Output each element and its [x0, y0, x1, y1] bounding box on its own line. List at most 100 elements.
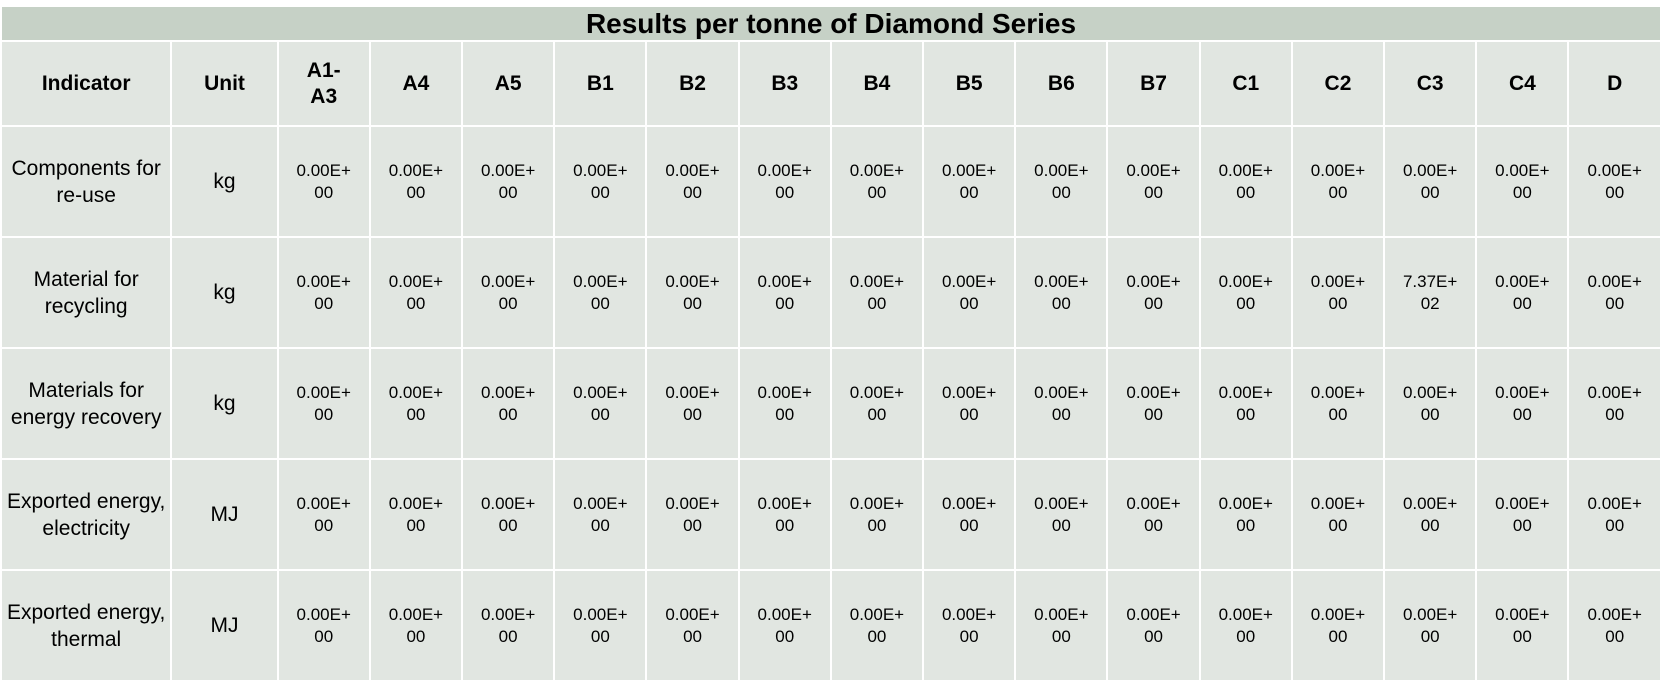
value-text: 0.00E+00	[573, 604, 628, 646]
column-header-a5: A5	[463, 42, 554, 125]
value-cell: 0.00E+00	[1569, 127, 1660, 236]
value-cell: 0.00E+00	[831, 349, 923, 458]
value-text: 0.00E+00	[1402, 382, 1458, 424]
value-cell: 0.00E+00	[1108, 238, 1199, 347]
value-cell: 0.00E+00	[1292, 238, 1384, 347]
value-text: 0.00E+00	[573, 271, 628, 313]
value-text: 0.00E+00	[296, 160, 351, 202]
value-cell: 0.00E+00	[739, 127, 830, 236]
value-text: 0.00E+00	[849, 160, 905, 202]
value-cell: 0.00E+00	[647, 127, 738, 236]
row-unit: MJ	[172, 460, 277, 569]
value-cell: 0.00E+00	[1016, 349, 1107, 458]
value-cell: 0.00E+00	[463, 571, 554, 680]
value-cell: 0.00E+00	[463, 460, 554, 569]
value-cell: 0.00E+00	[463, 127, 554, 236]
value-text: 0.00E+00	[1310, 160, 1366, 202]
value-cell: 0.00E+00	[739, 349, 830, 458]
value-cell: 0.00E+00	[831, 460, 923, 569]
value-cell: 0.00E+00	[1477, 127, 1568, 236]
value-text: 0.00E+00	[1034, 160, 1089, 202]
row-unit: MJ	[172, 571, 277, 680]
column-header-d: D	[1569, 42, 1660, 125]
value-text: 0.00E+00	[1495, 493, 1550, 535]
row-unit: kg	[172, 349, 277, 458]
value-cell: 0.00E+00	[1385, 349, 1476, 458]
row-indicator-label: Material for recycling	[2, 238, 171, 347]
value-text: 0.00E+00	[941, 271, 997, 313]
value-cell: 0.00E+00	[1108, 349, 1199, 458]
value-cell: 0.00E+00	[463, 238, 554, 347]
value-text: 0.00E+00	[665, 604, 720, 646]
value-cell: 0.00E+00	[1200, 460, 1291, 569]
value-cell: 0.00E+00	[555, 460, 646, 569]
value-text: 0.00E+00	[480, 160, 536, 202]
value-cell: 7.37E+02	[1385, 238, 1476, 347]
value-text: 0.00E+00	[849, 604, 905, 646]
column-header-b6: B6	[1016, 42, 1107, 125]
value-text: 0.00E+00	[757, 160, 812, 202]
value-cell: 0.00E+00	[647, 349, 738, 458]
value-text: 0.00E+00	[1402, 604, 1458, 646]
row-indicator-label: Exported energy, electricity	[2, 460, 171, 569]
value-text: 0.00E+00	[388, 271, 444, 313]
header-row: Indicator Unit A1-A3 A4 A5 B1 B2 B3 B4 B…	[2, 42, 1660, 125]
value-cell: 0.00E+00	[739, 238, 830, 347]
row-indicator-label: Exported energy, thermal	[2, 571, 171, 680]
value-text: 0.00E+00	[1218, 604, 1273, 646]
value-text: 0.00E+00	[388, 493, 444, 535]
value-text: 0.00E+00	[757, 271, 812, 313]
value-cell: 0.00E+00	[370, 460, 462, 569]
value-cell: 0.00E+00	[1292, 571, 1384, 680]
value-text: 0.00E+00	[1034, 382, 1089, 424]
value-cell: 0.00E+00	[1385, 460, 1476, 569]
value-text: 0.00E+00	[941, 160, 997, 202]
value-cell: 0.00E+00	[647, 571, 738, 680]
column-header-c1: C1	[1200, 42, 1291, 125]
column-header-c2: C2	[1292, 42, 1384, 125]
value-cell: 0.00E+00	[370, 238, 462, 347]
value-text: 0.00E+00	[480, 493, 536, 535]
value-cell: 0.00E+00	[1569, 238, 1660, 347]
row-indicator-label: Components for re-use	[2, 127, 171, 236]
value-text: 0.00E+00	[941, 493, 997, 535]
value-text: 0.00E+00	[1495, 160, 1550, 202]
column-header-a4: A4	[370, 42, 462, 125]
value-text: 0.00E+00	[1402, 160, 1458, 202]
value-cell: 0.00E+00	[647, 238, 738, 347]
value-text: 0.00E+00	[1126, 271, 1181, 313]
column-header-b2: B2	[647, 42, 738, 125]
value-cell: 0.00E+00	[1016, 460, 1107, 569]
column-header-c4: C4	[1477, 42, 1568, 125]
value-cell: 0.00E+00	[1108, 127, 1199, 236]
value-cell: 0.00E+00	[370, 127, 462, 236]
value-cell: 0.00E+00	[1477, 238, 1568, 347]
row-unit: kg	[172, 127, 277, 236]
value-cell: 0.00E+00	[739, 571, 830, 680]
value-cell: 0.00E+00	[370, 349, 462, 458]
value-text: 0.00E+00	[1587, 382, 1642, 424]
value-text: 0.00E+00	[1218, 271, 1273, 313]
value-text: 0.00E+00	[1587, 160, 1642, 202]
value-cell: 0.00E+00	[1200, 571, 1291, 680]
value-text: 0.00E+00	[573, 160, 628, 202]
value-cell: 0.00E+00	[278, 238, 369, 347]
value-cell: 0.00E+00	[278, 349, 369, 458]
column-header-b7: B7	[1108, 42, 1199, 125]
value-cell: 0.00E+00	[555, 571, 646, 680]
value-text: 0.00E+00	[1310, 493, 1366, 535]
value-text: 0.00E+00	[1218, 382, 1273, 424]
value-text: 0.00E+00	[1587, 604, 1642, 646]
value-cell: 0.00E+00	[555, 349, 646, 458]
value-text: 0.00E+00	[757, 382, 812, 424]
value-text: 0.00E+00	[1587, 493, 1642, 535]
value-cell: 0.00E+00	[370, 571, 462, 680]
value-cell: 0.00E+00	[463, 349, 554, 458]
column-header-a1-a3-label: A1-A3	[306, 58, 341, 108]
table-title: Results per tonne of Diamond Series	[2, 7, 1660, 40]
value-text: 0.00E+00	[1126, 604, 1181, 646]
column-header-indicator: Indicator	[2, 42, 171, 125]
value-text: 7.37E+02	[1402, 271, 1458, 313]
value-cell: 0.00E+00	[278, 571, 369, 680]
value-cell: 0.00E+00	[831, 571, 923, 680]
